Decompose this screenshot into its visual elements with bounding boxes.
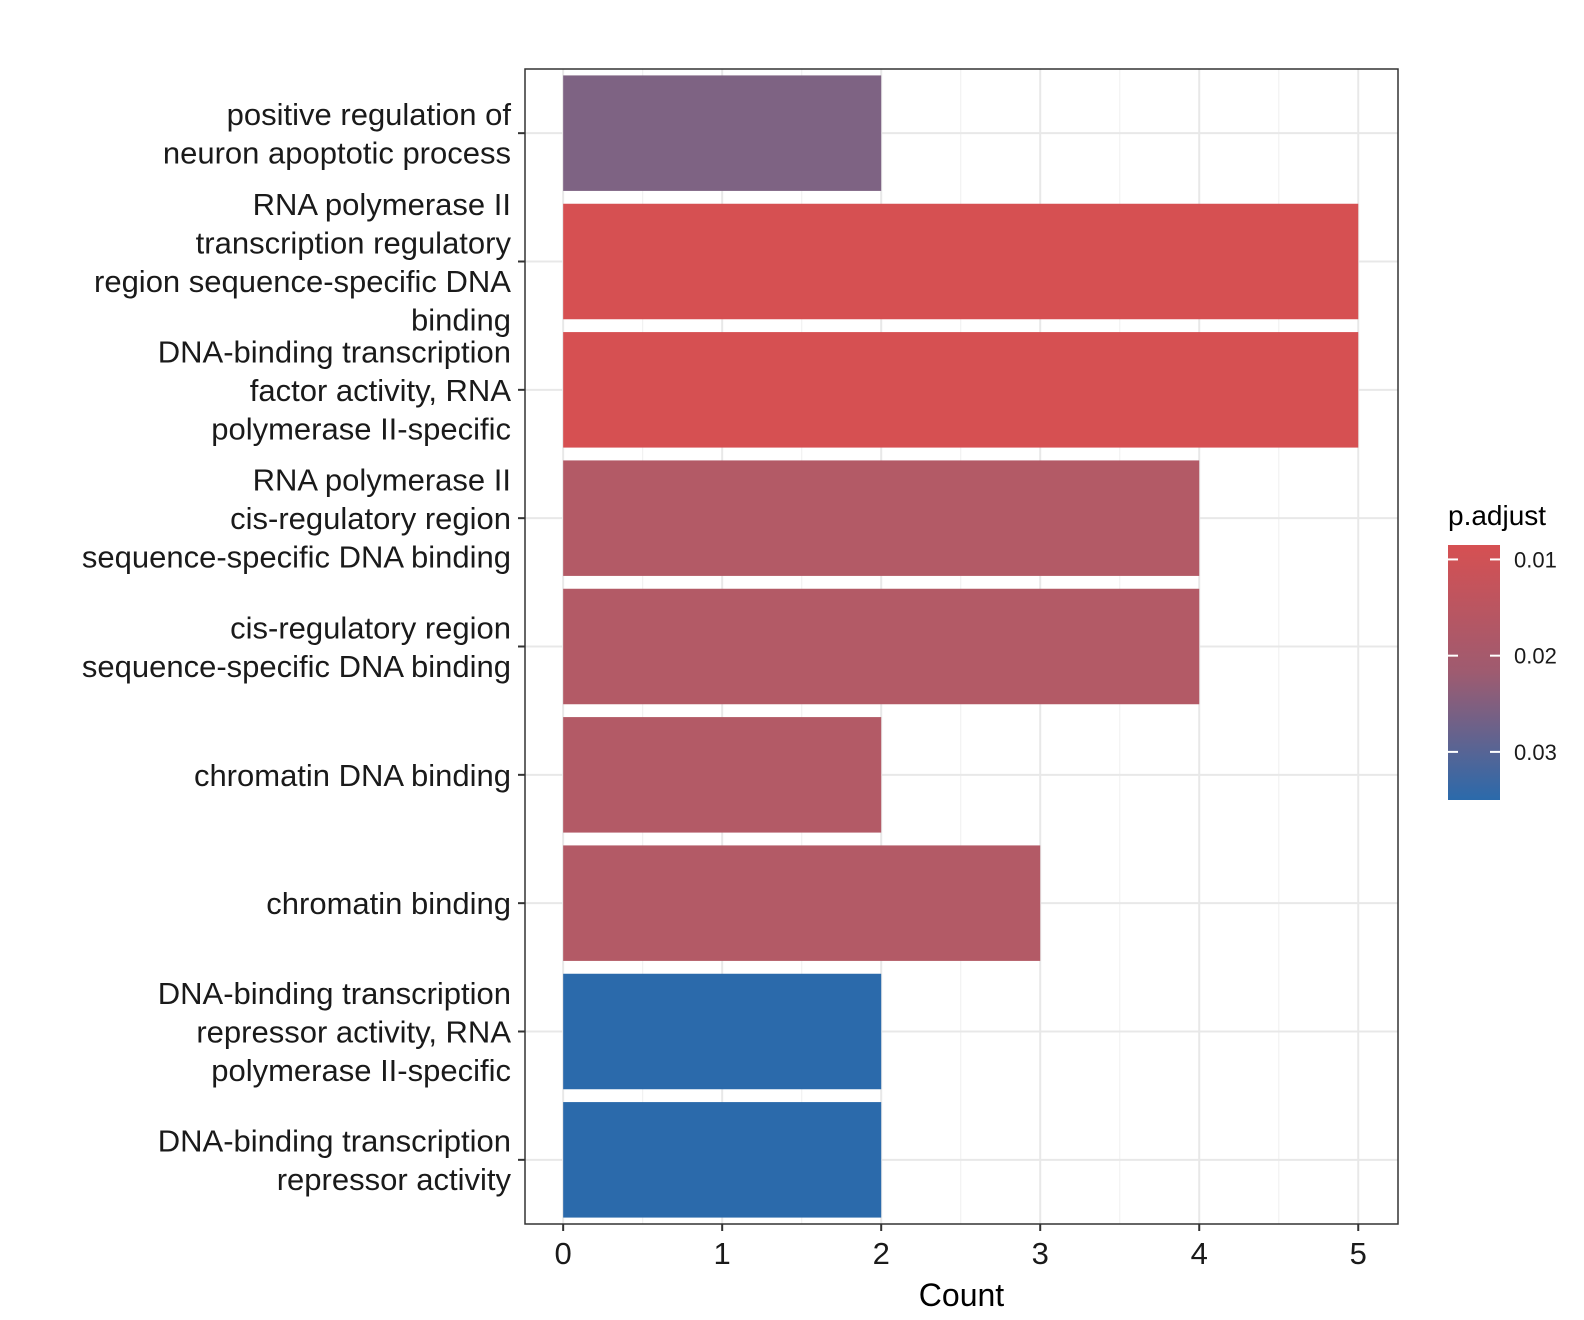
y-tick-label: RNA polymerase II cis-regulatory region se… [82, 463, 511, 575]
x-tick-label: 2 [873, 1236, 890, 1271]
y-tick-label: DNA-binding transcription repressor activ… [158, 976, 512, 1088]
bar [563, 75, 882, 191]
bar [563, 973, 882, 1090]
y-tick-label: cis-regulatory region sequence-specific D… [82, 610, 511, 684]
y-tick-label: RNA polymerase II transcription regulator… [94, 187, 511, 338]
legend-ticks: 0.01 0.02 0.03 [1448, 547, 1557, 765]
x-tick-label: 1 [714, 1236, 731, 1271]
x-tick-label: 4 [1191, 1236, 1208, 1271]
x-tick-label: 5 [1350, 1236, 1367, 1271]
y-axis: positive regulation of neuron apoptotic p… [82, 97, 525, 1197]
legend-tick-label: 0.01 [1514, 547, 1557, 572]
bar [563, 717, 882, 833]
bar [563, 203, 1359, 320]
y-tick-label: DNA-binding transcription repressor activ… [158, 1124, 512, 1198]
x-tick-label: 0 [555, 1236, 572, 1271]
x-axis-title: Count [919, 1277, 1005, 1313]
y-tick-label: DNA-binding transcription factor activity… [158, 334, 512, 446]
y-tick-label: chromatin binding [266, 886, 511, 921]
bar [563, 332, 1359, 448]
bar [563, 1102, 882, 1218]
bar [563, 845, 1041, 961]
bar [563, 588, 1200, 705]
y-tick-label: chromatin DNA binding [194, 758, 511, 793]
x-axis: 0 1 2 3 4 5 [555, 1224, 1367, 1271]
legend-title: p.adjust [1448, 500, 1546, 531]
bar [563, 460, 1200, 576]
legend-tick-label: 0.03 [1514, 740, 1557, 765]
legend-tick-label: 0.02 [1514, 644, 1557, 669]
bars [563, 75, 1359, 1218]
x-tick-label: 3 [1032, 1236, 1049, 1271]
legend-colorbar [1448, 545, 1500, 800]
legend: p.adjust 0.01 0.02 0.03 [1448, 500, 1557, 800]
y-tick-label: positive regulation of neuron apoptotic p… [163, 97, 512, 171]
